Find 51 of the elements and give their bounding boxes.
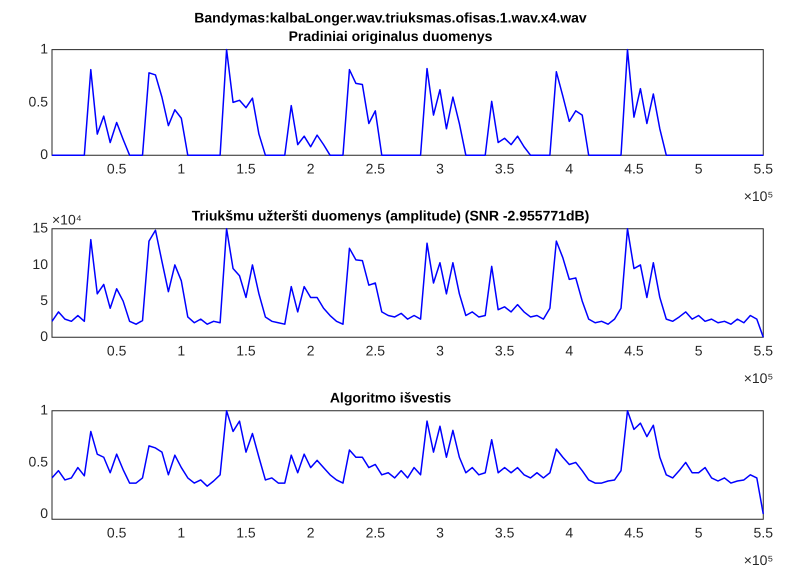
- y-tick-label: 10: [32, 256, 48, 272]
- x-tick-label: 1.5: [236, 342, 256, 358]
- y-tick-label: 0: [40, 328, 48, 344]
- x-tick-label: 2.5: [366, 160, 386, 176]
- chart-subtitle: Pradiniai originalus duomenys: [288, 28, 493, 44]
- x-tick-label: 1: [177, 524, 186, 540]
- y-tick-label: 5: [40, 292, 48, 308]
- x-tick-label: 5.5: [754, 160, 774, 176]
- x-tick-label: 2: [306, 342, 315, 358]
- x-tick-label: 5.5: [754, 524, 774, 540]
- x-tick-label: 3: [436, 524, 444, 540]
- x-tick-label: 2.5: [366, 342, 386, 358]
- x-tick-label: 5: [694, 342, 703, 358]
- x-tick-label: 4.5: [624, 524, 644, 540]
- x-tick-label: 5.5: [754, 342, 774, 358]
- x-tick-label: 4: [565, 160, 574, 176]
- x-tick-label: 2: [306, 160, 315, 176]
- text: ×10⁵: [744, 552, 774, 568]
- y-tick-label: 0: [40, 504, 48, 521]
- x-tick-label: 3.5: [494, 524, 515, 540]
- x-tick-label: 2.5: [366, 524, 386, 540]
- text: ×10⁵: [744, 188, 774, 204]
- x-tick-label: 4: [565, 524, 574, 540]
- x-tick-label: 3: [436, 342, 444, 358]
- x-tick-label: 3: [436, 160, 444, 176]
- chart-title: Algoritmo išvestis: [330, 389, 452, 406]
- x-tick-label: 0.5: [106, 524, 127, 540]
- y-tick-label: 0: [40, 146, 48, 162]
- y-tick-label: 1: [40, 402, 48, 418]
- x-tick-label: 4: [565, 342, 574, 358]
- text: ×10⁴: [52, 212, 82, 228]
- y-tick-label: 0.5: [28, 93, 48, 110]
- x-tick-label: 3.5: [494, 342, 515, 358]
- text: ×10⁵: [744, 370, 774, 386]
- x-tick-label: 1.5: [236, 524, 256, 540]
- x-tick-label: 4.5: [624, 160, 644, 176]
- x-tick-label: 3.5: [494, 160, 515, 176]
- y-tick-label: 0.5: [28, 453, 48, 470]
- x-tick-label: 1.5: [236, 160, 256, 176]
- chart-title: Bandymas:kalbaLonger.wav.triuksmas.ofisas.1.wav.x4.wav: [194, 9, 587, 26]
- x-tick-label: 2: [306, 524, 315, 540]
- x-tick-label: 1: [177, 160, 186, 176]
- y-tick-label: 15: [32, 220, 48, 236]
- chart-title: Triukšmu užteršti duomenys (amplitude) (SNR -2.955771dB): [192, 207, 590, 224]
- x-tick-label: 5: [694, 160, 703, 176]
- x-tick-label: 1: [177, 342, 186, 358]
- x-tick-label: 0.5: [106, 342, 127, 358]
- y-tick-label: 1: [40, 40, 48, 56]
- x-tick-label: 5: [694, 524, 703, 540]
- x-tick-label: 4.5: [624, 342, 644, 358]
- x-tick-label: 0.5: [106, 160, 127, 176]
